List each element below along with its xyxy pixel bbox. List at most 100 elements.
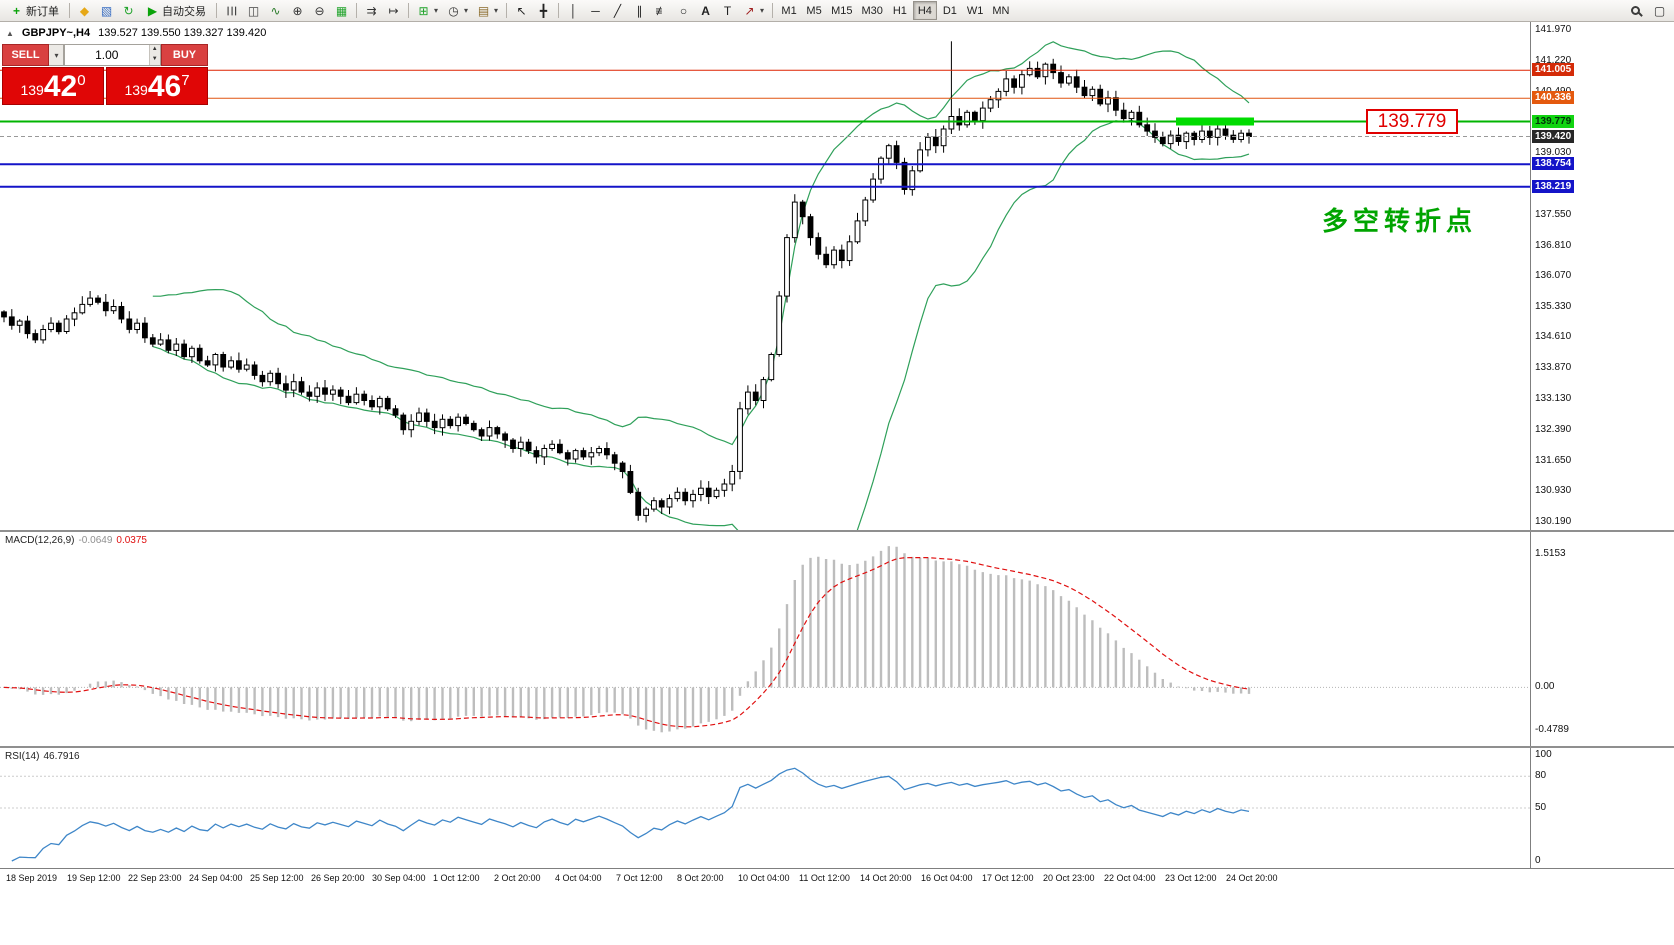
tile-windows-button[interactable]: ▦ bbox=[331, 1, 352, 20]
macd-name: MACD(12,26,9) bbox=[5, 535, 75, 546]
rsi-axis-label: 50 bbox=[1535, 802, 1547, 813]
timeframe-m30-button[interactable]: M30 bbox=[857, 1, 886, 20]
templates-icon: ▤ bbox=[477, 3, 490, 18]
price-chart-canvas[interactable] bbox=[0, 22, 1530, 619]
templates-button[interactable]: ▤ ▾ bbox=[473, 1, 502, 20]
periods-button[interactable]: ◷ ▾ bbox=[443, 1, 472, 20]
rsi-axis-label: 80 bbox=[1535, 770, 1547, 781]
trade-options-dropdown[interactable]: ▾ bbox=[49, 44, 64, 66]
price-axis-label: 136.810 bbox=[1535, 240, 1572, 251]
price-axis-label: 137.550 bbox=[1535, 209, 1572, 220]
rsi-indicator-label: RSI(14) 46.7916 bbox=[5, 751, 80, 762]
timeframe-h1-button[interactable]: H1 bbox=[888, 1, 912, 20]
time-axis-label: 30 Sep 04:00 bbox=[372, 873, 426, 883]
timeframe-h4-button[interactable]: H4 bbox=[912, 1, 937, 20]
time-axis-label: 25 Sep 12:00 bbox=[250, 873, 304, 883]
price-axis-label: 141.970 bbox=[1535, 24, 1572, 35]
chart-shift-button[interactable]: ↦ bbox=[383, 1, 404, 20]
rsi-panel-canvas[interactable] bbox=[0, 748, 1530, 868]
buy-price-big: 46 bbox=[147, 70, 182, 103]
arrows-icon: ↗ bbox=[744, 3, 755, 18]
indicators-button[interactable]: ⊞ ▾ bbox=[413, 1, 442, 20]
navigator-button[interactable]: ▧ bbox=[96, 1, 117, 20]
macd-axis-label: -0.4789 bbox=[1535, 724, 1569, 735]
new-window-button[interactable]: ▢ bbox=[1649, 1, 1670, 20]
dropdown-arrow-icon: ▾ bbox=[464, 6, 469, 15]
trendline-tool-button[interactable]: ╱ bbox=[607, 1, 628, 20]
buy-button[interactable]: BUY bbox=[161, 44, 208, 66]
volume-input[interactable] bbox=[65, 45, 149, 65]
toolbar-separator bbox=[216, 3, 217, 18]
buy-price-display[interactable]: 139 46 7 bbox=[106, 67, 208, 105]
sell-price-prefix: 139 bbox=[20, 82, 44, 98]
candlestick-mode-button[interactable]: ◫ bbox=[243, 1, 264, 20]
bar-chart-mode-button[interactable]: ☰ bbox=[221, 1, 242, 20]
text-tool-button[interactable]: A bbox=[695, 1, 716, 20]
price-axis-label: 131.650 bbox=[1535, 455, 1572, 466]
rsi-axis-label: 100 bbox=[1535, 749, 1552, 760]
vertical-line-tool-button[interactable]: │ bbox=[563, 1, 584, 20]
volume-up-button[interactable]: ▲ bbox=[149, 45, 160, 55]
grid-icon: ▦ bbox=[335, 3, 348, 18]
rsi-axis: 100 80 50 0 bbox=[1530, 748, 1674, 868]
sell-button[interactable]: SELL bbox=[2, 44, 49, 66]
zoom-out-button[interactable]: ⊖ bbox=[309, 1, 330, 20]
autotrading-button[interactable]: ▶ 自动交易 bbox=[140, 1, 212, 20]
macd-panel-canvas[interactable] bbox=[0, 532, 1530, 746]
toolbar-separator bbox=[506, 3, 508, 18]
timeframe-d1-button[interactable]: D1 bbox=[938, 1, 962, 20]
timeframe-w1-button[interactable]: W1 bbox=[963, 1, 988, 20]
time-axis-label: 19 Sep 12:00 bbox=[67, 873, 121, 883]
toolbar-separator bbox=[772, 3, 774, 18]
dropdown-arrow-icon: ▾ bbox=[434, 6, 439, 15]
new-order-icon: + bbox=[12, 3, 20, 18]
window-icon: ▢ bbox=[1653, 3, 1666, 18]
horizontal-line-tool-button[interactable]: ─ bbox=[585, 1, 606, 20]
autotrading-label: 自动交易 bbox=[162, 5, 206, 18]
price-level-badge: 139.420 bbox=[1532, 130, 1575, 143]
new-order-button[interactable]: + 新订单 bbox=[4, 1, 65, 20]
fibonacci-tool-button[interactable]: ≢ bbox=[651, 1, 672, 20]
text-label-tool-button[interactable]: T bbox=[717, 1, 738, 20]
shapes-tool-button[interactable]: ○ bbox=[673, 1, 694, 20]
price-axis-label: 136.070 bbox=[1535, 270, 1572, 281]
price-level-badge: 140.336 bbox=[1532, 91, 1575, 104]
zoom-in-button[interactable]: ⊕ bbox=[287, 1, 308, 20]
arrows-tool-button[interactable]: ↗ ▾ bbox=[739, 1, 768, 20]
cursor-tool-button[interactable]: ↖ bbox=[511, 1, 532, 20]
macd-axis: 1.5153 0.00 -0.4789 bbox=[1530, 532, 1674, 746]
rsi-value: 46.7916 bbox=[43, 751, 80, 762]
timeframe-m5-button[interactable]: M5 bbox=[802, 1, 826, 20]
chart-shift-icon: ↦ bbox=[388, 3, 399, 18]
text-icon: A bbox=[701, 3, 710, 18]
timeframe-m15-button[interactable]: M15 bbox=[827, 1, 856, 20]
auto-scroll-button[interactable]: ⇉ bbox=[361, 1, 382, 20]
search-icon bbox=[1631, 6, 1640, 15]
toolbar-separator bbox=[558, 3, 560, 18]
collapse-panel-icon[interactable]: ▲ bbox=[6, 28, 14, 38]
time-axis[interactable]: 18 Sep 2019 19 Sep 12:00 22 Sep 23:00 24 Se… bbox=[0, 869, 1674, 891]
toolbar-separator bbox=[356, 3, 357, 18]
timeframe-m1-button[interactable]: M1 bbox=[777, 1, 801, 20]
sell-price-big: 42 bbox=[43, 70, 78, 103]
market-watch-button[interactable]: ◆ bbox=[74, 1, 95, 20]
time-axis-label: 22 Sep 23:00 bbox=[128, 873, 182, 883]
clock-icon: ◷ bbox=[448, 3, 459, 18]
shapes-icon: ○ bbox=[679, 3, 688, 18]
panel-divider[interactable] bbox=[0, 746, 1674, 748]
search-button[interactable] bbox=[1627, 1, 1647, 20]
toolbar-separator bbox=[408, 3, 409, 18]
crosshair-tool-button[interactable]: ╋ bbox=[533, 1, 554, 20]
sell-price-display[interactable]: 139 42 0 bbox=[2, 67, 104, 105]
price-axis-label: 134.610 bbox=[1535, 331, 1572, 342]
chart-header: ▲ GBPJPY~,H4 139.527 139.550 139.327 139… bbox=[6, 27, 266, 39]
price-level-badge: 141.005 bbox=[1532, 63, 1575, 76]
volume-down-button[interactable]: ▼ bbox=[149, 55, 160, 65]
price-axis[interactable]: 141.970141.220140.490139.030137.550136.8… bbox=[1530, 22, 1674, 530]
price-axis-label: 130.190 bbox=[1535, 516, 1572, 527]
refresh-button[interactable]: ↻ bbox=[118, 1, 139, 20]
line-chart-mode-button[interactable]: ∿ bbox=[265, 1, 286, 20]
channel-tool-button[interactable]: ∥ bbox=[629, 1, 650, 20]
panel-divider[interactable] bbox=[0, 530, 1674, 532]
timeframe-mn-button[interactable]: MN bbox=[988, 1, 1013, 20]
